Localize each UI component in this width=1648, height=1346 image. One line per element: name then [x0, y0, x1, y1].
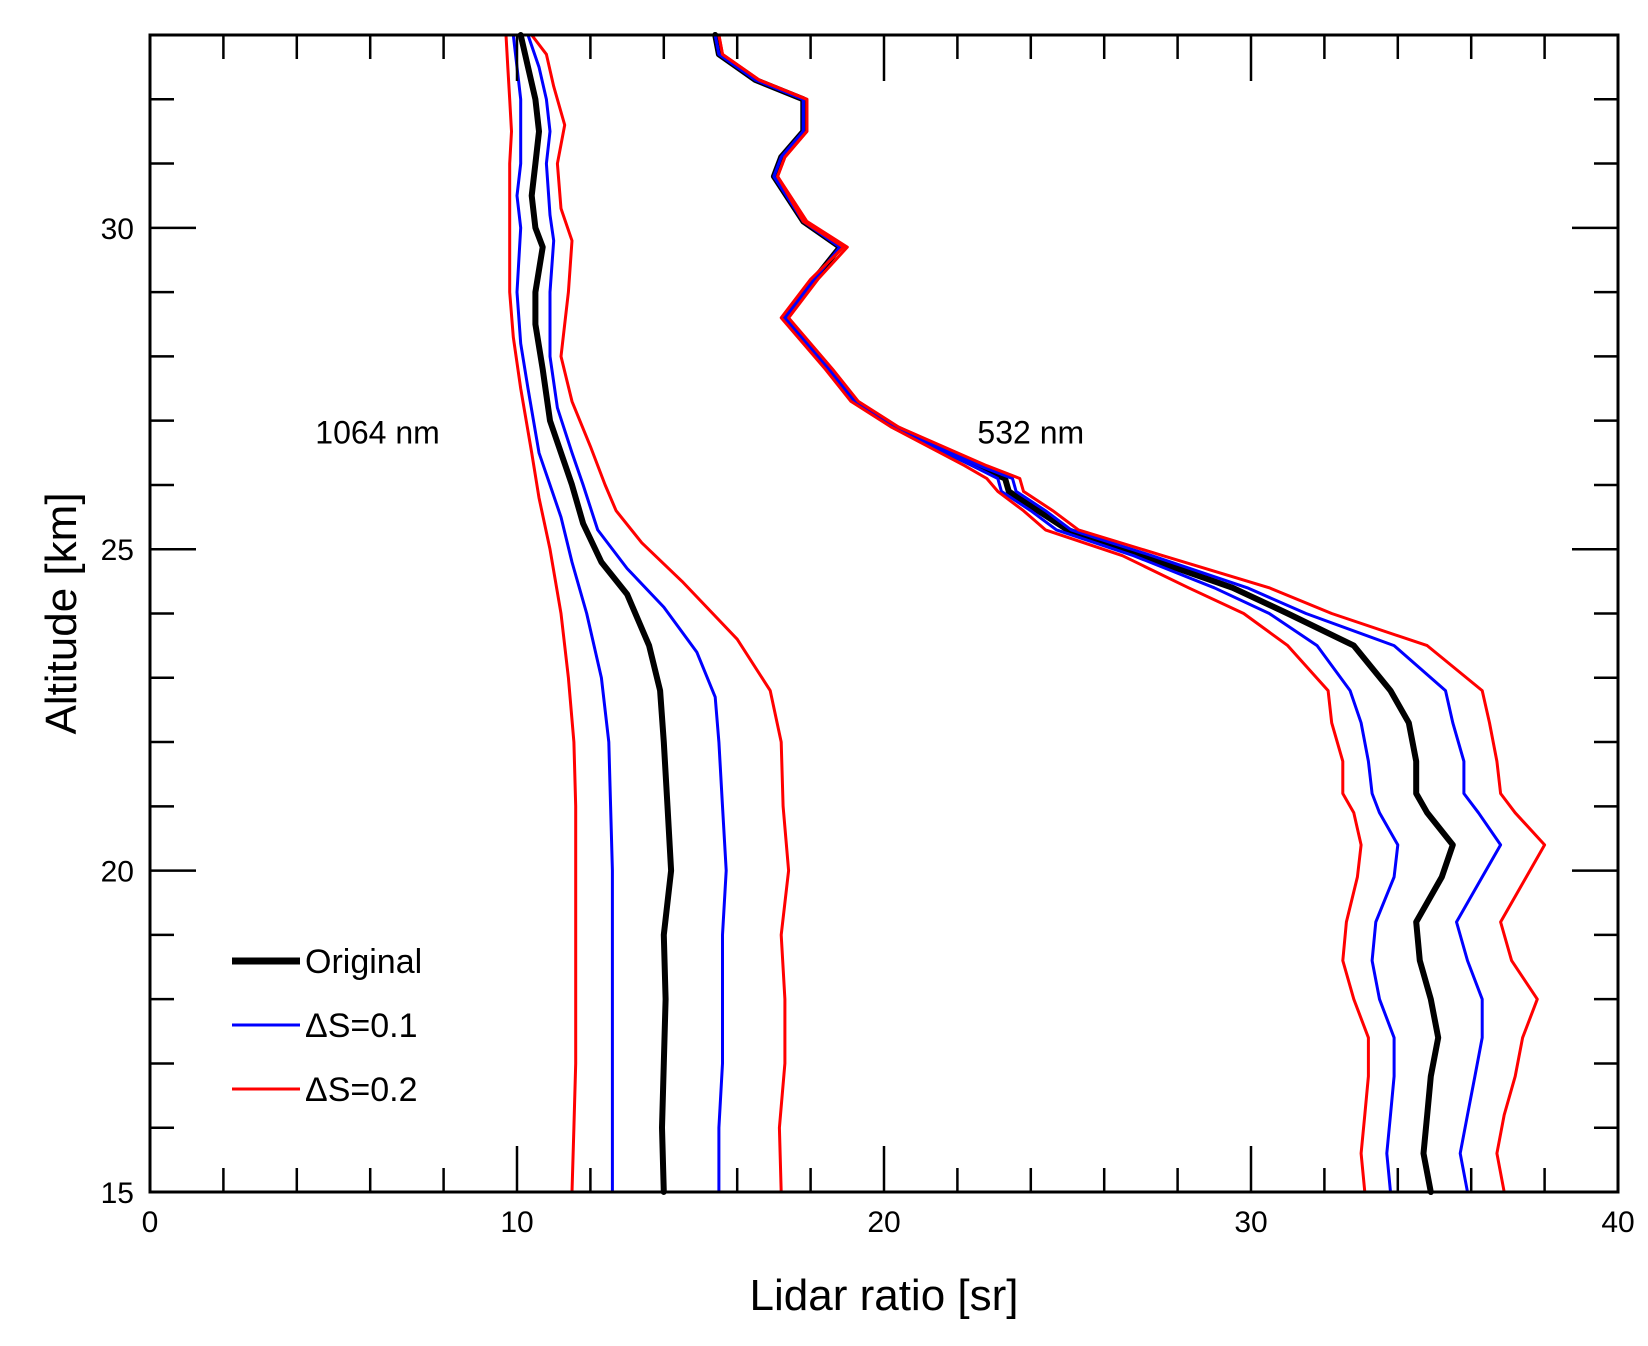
- labels-layer: 0 10 20 30 40 15 20 25 30: [101, 213, 1635, 1239]
- x-tick-label: 20: [867, 1206, 900, 1239]
- series-line-1: [511, 33, 614, 1194]
- x-axis-label: Lidar ratio [sr]: [750, 1271, 1019, 1320]
- series-layer: [504, 32, 1547, 1195]
- x-tick-label: 0: [142, 1206, 159, 1239]
- x-tick-label: 30: [1234, 1206, 1267, 1239]
- legend-label-ds02: ΔS=0.2: [305, 1071, 418, 1109]
- legend-label-ds01: ΔS=0.1: [305, 1007, 418, 1045]
- legend: Original ΔS=0.1 ΔS=0.2: [232, 943, 422, 1109]
- y-tick-label: 15: [101, 1177, 134, 1210]
- annotation-layer: 1064 nm 532 nm: [315, 415, 1084, 451]
- x-tick-label: 10: [500, 1206, 533, 1239]
- series-line-6: [713, 33, 1400, 1194]
- plot-frame: [148, 33, 1620, 1194]
- series-line-3: [504, 33, 578, 1194]
- series-line-2: [526, 33, 728, 1194]
- annotation-1064nm: 1064 nm: [315, 415, 440, 451]
- y-axis-label: Altitude [km]: [37, 492, 86, 734]
- series-line-4: [530, 33, 791, 1194]
- series-line-5: [712, 32, 1456, 1195]
- y-tick-label: 25: [101, 534, 134, 567]
- series-line-9: [717, 33, 1547, 1194]
- x-tick-label: 40: [1601, 1206, 1634, 1239]
- ticks-layer: [148, 33, 1620, 1194]
- y-tick-label: 20: [101, 856, 134, 889]
- y-tick-label: 30: [101, 213, 134, 246]
- series-line-0: [517, 32, 675, 1195]
- annotation-532nm: 532 nm: [977, 415, 1084, 451]
- legend-label-original: Original: [305, 943, 422, 981]
- series-line-7: [713, 33, 1503, 1194]
